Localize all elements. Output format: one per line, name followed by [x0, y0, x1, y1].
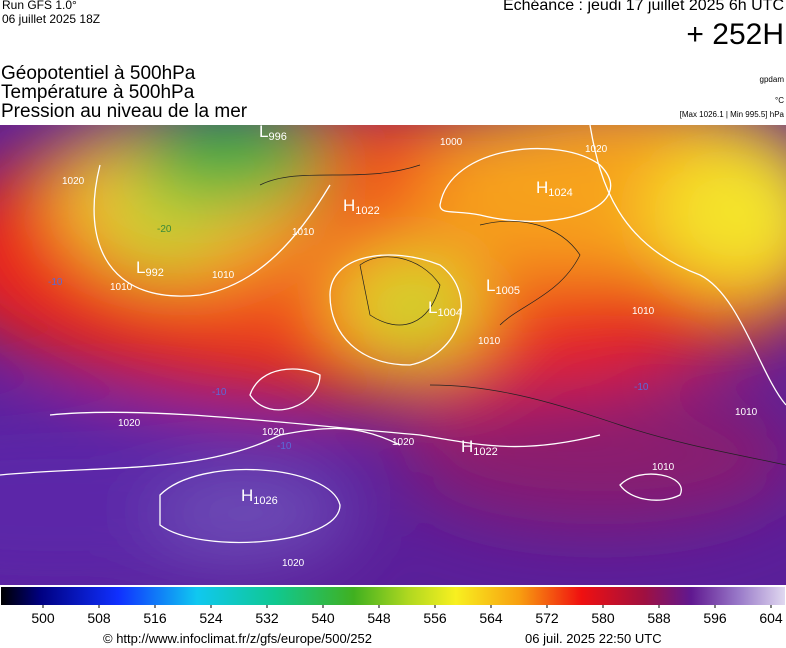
run: Run GFS 1.0°: [2, 0, 77, 12]
colorbar-label: 500: [31, 610, 55, 626]
pressure-center: H1026: [241, 486, 278, 507]
colorbar-label: 540: [311, 610, 335, 626]
isotherm-label: -10: [212, 387, 227, 398]
isobar-label: 1020: [282, 558, 305, 569]
pressure-center: H1022: [343, 196, 380, 217]
colorbar-label: 524: [199, 610, 223, 626]
colorbar-label: 596: [703, 610, 727, 626]
colorbar-label: 516: [143, 610, 167, 626]
colorbar-label: 564: [479, 610, 503, 626]
field: Géopotentiel à 500hPa: [1, 63, 196, 84]
unit: [Max 1026.1 | Min 995.5] hPa: [679, 110, 784, 119]
isobar-label: 1010: [478, 336, 501, 347]
colorbar-label: 508: [87, 610, 111, 626]
isobar-label: 1010: [632, 306, 655, 317]
field: Température à 500hPa: [1, 82, 195, 103]
isobar-label: 1010: [110, 282, 133, 293]
pressure-center: L1005: [486, 276, 520, 297]
isobar-label: 1010: [652, 462, 675, 473]
isobar-label: 1020: [118, 418, 141, 429]
pressure-center: H1024: [536, 178, 573, 199]
isotherm-label: -20: [157, 224, 172, 235]
pressure-center: H1022: [461, 437, 498, 458]
isotherm-label: -10: [277, 441, 292, 452]
footer-url: © http://www.infoclimat.fr/z/gfs/europe/…: [103, 631, 372, 646]
colorbar-label: 588: [647, 610, 671, 626]
isobar-label: 1010: [735, 407, 758, 418]
pressure-center: L1004: [428, 298, 462, 319]
isobar-label: 1020: [262, 427, 285, 438]
colorbar-label: 532: [255, 610, 279, 626]
colorbar-scale: [1, 587, 785, 605]
colorbar-label: 604: [759, 610, 783, 626]
isobar-label: 1020: [392, 437, 415, 448]
isobar-label: 1000: [440, 137, 463, 148]
isobar-label: 1020: [585, 144, 608, 155]
pressure-center: L992: [136, 258, 164, 279]
run-date: 06 juillet 2025 18Z: [2, 12, 101, 26]
isobar-label: 1020: [62, 176, 85, 187]
isobar-label: 1010: [212, 270, 235, 281]
unit: gpdam: [759, 75, 784, 84]
isotherm-label: -10: [48, 277, 63, 288]
colorbar-label: 572: [535, 610, 559, 626]
map: [0, 125, 786, 585]
unit: °C: [775, 96, 784, 105]
isotherm-label: -10: [634, 382, 649, 393]
footer-timestamp: 06 juil. 2025 22:50 UTC: [525, 631, 662, 646]
isobar-label: 1010: [292, 227, 315, 238]
colorbar: 500 508 516 524 532 540 548 556 564 572 580 588 596 6…: [1, 587, 785, 626]
valid-time: Echéance : jeudi 17 juillet 2025 6h UTC: [502, 0, 784, 14]
field: Pression au niveau de la mer: [1, 101, 248, 122]
colorbar-label: 556: [423, 610, 447, 626]
lead-time: + 252H: [686, 18, 784, 51]
colorbar-label: 580: [591, 610, 615, 626]
pressure-center: L996: [259, 122, 287, 143]
colorbar-label: 548: [367, 610, 391, 626]
